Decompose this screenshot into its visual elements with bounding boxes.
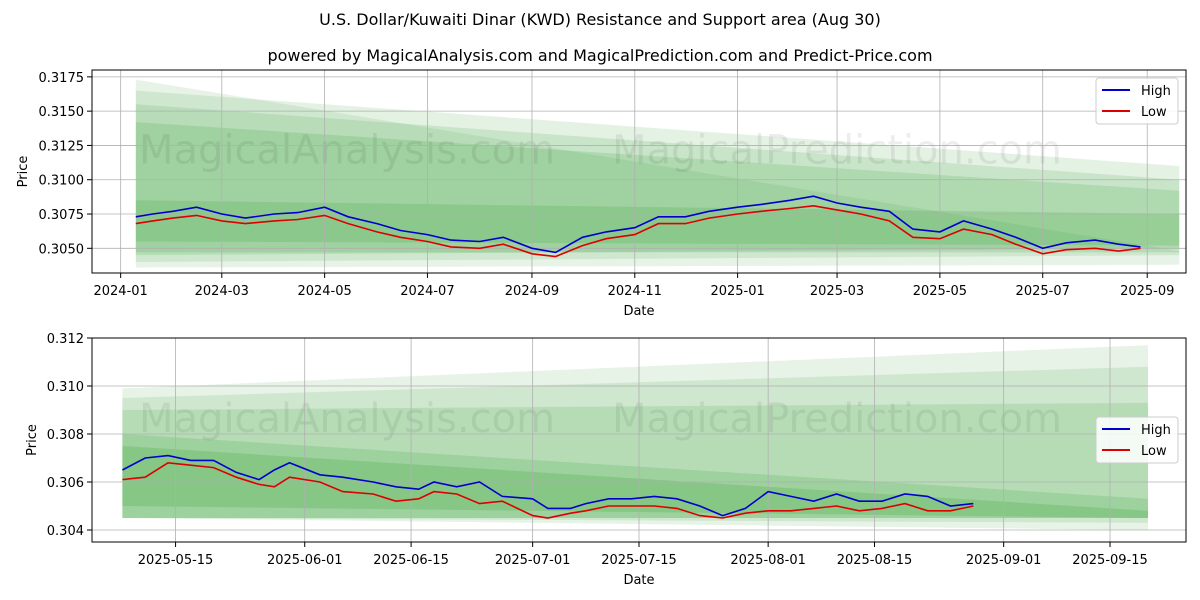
x-tick-label: 2025-01 — [710, 284, 764, 299]
chart-subtitle: powered by MagicalAnalysis.com and Magic… — [267, 46, 933, 65]
x-tick-label: 2024-07 — [400, 284, 454, 299]
y-axis-label: Price — [25, 424, 40, 456]
legend-label: High — [1141, 84, 1171, 99]
x-tick-label: 2024-11 — [608, 284, 662, 299]
x-tick-label: 2025-09-15 — [1072, 553, 1148, 568]
y-tick-label: 0.304 — [47, 524, 84, 539]
x-tick-label: 2024-03 — [195, 284, 249, 299]
watermark: MagicalAnalysis.com — [139, 396, 555, 442]
resistance-support-band-3 — [135, 122, 1180, 253]
legend-label: Low — [1141, 105, 1167, 120]
y-tick-label: 0.310 — [47, 380, 84, 395]
x-tick-label: 2025-07-15 — [601, 553, 677, 568]
x-tick-label: 2025-07-01 — [495, 553, 571, 568]
x-tick-label: 2025-03 — [810, 284, 864, 299]
resistance-support-band-3 — [122, 434, 1149, 518]
x-tick-label: 2025-09-01 — [966, 553, 1042, 568]
series-line-low — [135, 204, 1141, 258]
x-tick-label: 2025-09 — [1120, 284, 1174, 299]
watermark: MagicalAnalysis.com — [139, 128, 555, 174]
bottom-chart: MagicalAnalysis.com MagicalPrediction.com… — [25, 332, 1187, 588]
watermark: MagicalPrediction.com — [612, 396, 1062, 442]
series-line-high — [122, 454, 974, 517]
y-tick-label: 0.3050 — [39, 242, 85, 257]
resistance-support-band-2 — [122, 402, 1149, 518]
y-tick-label: 0.308 — [47, 428, 84, 443]
x-tick-label: 2024-01 — [93, 284, 147, 299]
x-tick-label: 2025-08-01 — [730, 553, 806, 568]
y-tick-label: 0.3075 — [39, 208, 85, 223]
x-tick-label: 2025-06-01 — [267, 553, 343, 568]
x-tick-label: 2025-07 — [1016, 284, 1070, 299]
y-tick-label: 0.3125 — [39, 139, 85, 154]
x-tick-label: 2024-09 — [505, 284, 559, 299]
resistance-support-band-0 — [135, 79, 1180, 268]
y-tick-label: 0.306 — [47, 476, 84, 491]
x-tick-label: 2025-06-15 — [373, 553, 449, 568]
chart-title: U.S. Dollar/Kuwaiti Dinar (KWD) Resistan… — [319, 10, 881, 29]
x-tick-label: 2024-05 — [297, 284, 351, 299]
plot-frame — [91, 69, 1187, 274]
y-tick-label: 0.3100 — [39, 174, 85, 189]
resistance-support-band-4 — [135, 200, 1180, 246]
y-tick-label: 0.3150 — [39, 105, 85, 120]
y-tick-label: 0.312 — [47, 332, 84, 347]
x-axis-label: Date — [623, 573, 654, 588]
y-tick-label: 0.3175 — [39, 71, 85, 86]
x-tick-label: 2025-08-15 — [837, 553, 913, 568]
plot-frame — [91, 337, 1187, 543]
series-line-low — [122, 461, 974, 519]
series-line-high — [135, 195, 1141, 254]
legend-label: High — [1141, 423, 1171, 438]
top-chart: MagicalAnalysis.com MagicalPrediction.com… — [16, 69, 1187, 319]
x-axis-label: Date — [623, 304, 654, 319]
resistance-support-band-1 — [135, 90, 1180, 263]
y-axis-label: Price — [16, 156, 31, 188]
legend-label: Low — [1141, 444, 1167, 459]
x-tick-label: 2025-05-15 — [138, 553, 214, 568]
x-tick-label: 2025-05 — [913, 284, 967, 299]
